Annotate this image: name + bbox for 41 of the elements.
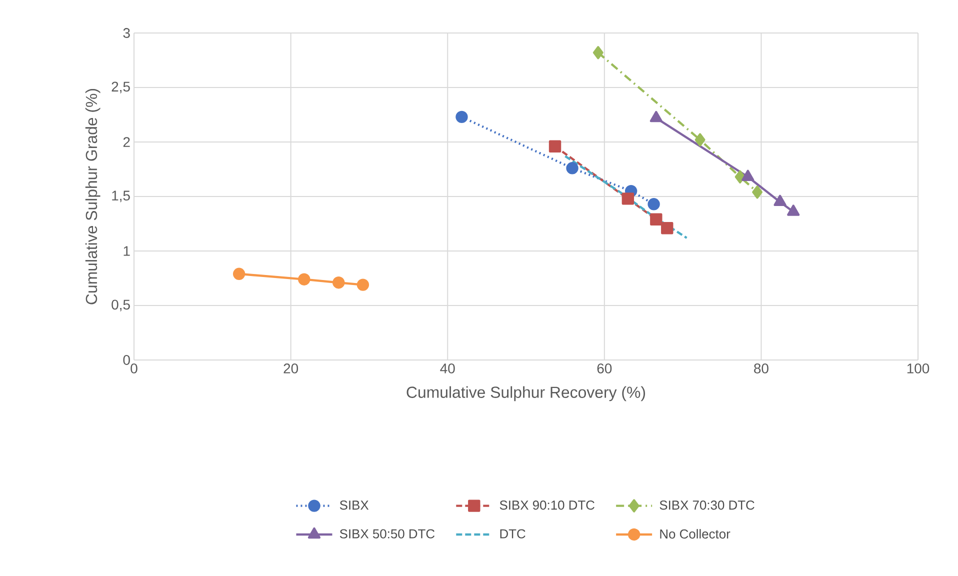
point (734, 170, 746, 184)
x-axis-title: Cumulative Sulphur Recovery (%) (406, 386, 645, 402)
point (650, 110, 662, 122)
x-tick-label: 0 (130, 364, 138, 374)
legend-label: SIBX 50:50 DTC (340, 529, 435, 538)
point (648, 198, 660, 210)
point (332, 276, 345, 289)
x-tick-label: 60 (597, 364, 612, 374)
y-tick-label: 3 (123, 28, 130, 38)
x-tick-label: 40 (440, 364, 455, 374)
point (456, 110, 468, 124)
point (752, 186, 763, 199)
legend-label: No Collector (660, 529, 730, 539)
legend-label: SIBX (340, 500, 369, 510)
point (232, 268, 246, 280)
x-tick-label: 20 (284, 364, 298, 374)
line-series (564, 155, 688, 240)
y-tick-label: 2,5 (112, 82, 130, 94)
x-tick-label: 100 (907, 364, 930, 374)
legend-label: SIBX 70:30 DTC (660, 500, 754, 510)
point (742, 170, 754, 181)
y-tick-label: 2 (123, 137, 130, 147)
y-tick-label: 1 (124, 246, 130, 256)
point (298, 273, 310, 286)
legend-label: DTC (500, 529, 526, 538)
point (592, 46, 604, 60)
y-tick-label: 0 (123, 355, 130, 365)
point (774, 194, 786, 206)
point (787, 204, 800, 216)
point (661, 222, 674, 234)
point (356, 278, 370, 291)
y-axis-title: Cumulative Sulphur Grade (%) (85, 89, 100, 304)
y-tick-label: 0,5 (112, 300, 130, 312)
y-tick-label: 1,5 (112, 190, 130, 202)
point (622, 192, 634, 205)
point (650, 213, 662, 226)
point (548, 140, 562, 152)
x-tick-label: 80 (754, 364, 768, 374)
point (694, 133, 706, 146)
point (566, 162, 578, 174)
legend-label: SIBX 90:10 DTC (500, 500, 594, 510)
